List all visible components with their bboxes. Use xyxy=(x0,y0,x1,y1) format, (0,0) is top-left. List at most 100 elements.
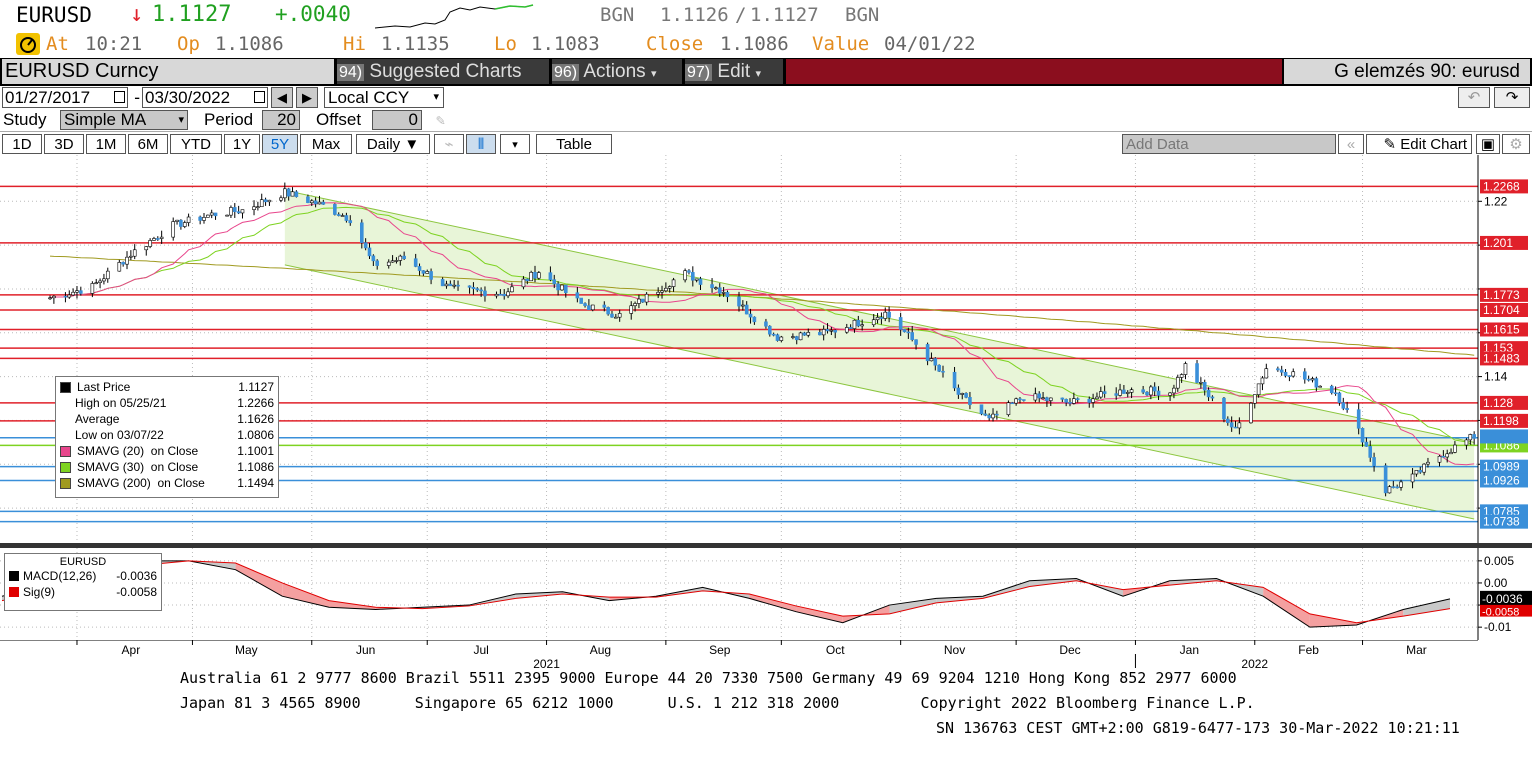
chart-title[interactable]: G elemzés 90: eurusd xyxy=(1284,59,1530,84)
security-field[interactable]: EURUSD Curncy xyxy=(2,59,334,84)
calendar-icon xyxy=(114,91,125,103)
legend-value: 1.1494 xyxy=(237,476,274,490)
low-value: 1.1083 xyxy=(531,33,600,55)
range-1m[interactable]: 1M xyxy=(86,134,126,154)
last-price: 1.1127 xyxy=(152,2,232,27)
pane-divider[interactable] xyxy=(0,543,1532,548)
candle-body xyxy=(629,305,634,314)
candle-body xyxy=(887,311,891,318)
suggested-charts-menu[interactable]: 94) Suggested Charts xyxy=(337,59,549,84)
candle-body xyxy=(229,207,233,216)
candle-body xyxy=(283,188,287,199)
ticker: EURUSD xyxy=(16,3,92,27)
collapse-icon[interactable]: « xyxy=(1338,134,1364,154)
macd-legend-label: MACD(12,26) xyxy=(23,569,97,583)
macd-fill xyxy=(982,580,1030,599)
candle-body xyxy=(94,282,99,284)
chart-type-dropdown-icon[interactable]: ▾ xyxy=(500,134,530,154)
candle-body xyxy=(98,280,102,283)
add-data-field[interactable]: Add Data xyxy=(1122,134,1336,154)
candle-body xyxy=(767,325,772,335)
prev-period-button[interactable]: ◀ xyxy=(271,87,293,108)
macd-line xyxy=(1,560,1451,628)
candle-body xyxy=(429,271,433,280)
gear-icon[interactable]: ⚙ xyxy=(1502,134,1530,154)
candle-body xyxy=(1091,398,1095,403)
candle-body xyxy=(225,214,229,217)
redo-button[interactable]: ↷ xyxy=(1494,87,1530,108)
range-1y[interactable]: 1Y xyxy=(224,134,260,154)
line-chart-icon[interactable]: ⌁ xyxy=(434,134,464,154)
table-button[interactable]: Table xyxy=(536,134,612,154)
candle-body xyxy=(294,191,299,198)
candle-body xyxy=(883,311,888,319)
candle-body xyxy=(1099,391,1103,398)
bid-price: 1.1126 xyxy=(660,4,729,26)
candle-body xyxy=(683,270,687,281)
frequency-select[interactable]: Daily ▼ xyxy=(356,134,430,154)
currency-select[interactable]: Local CCY ▾ xyxy=(324,87,444,108)
level-tag-label: 1.2268 xyxy=(1483,179,1520,193)
actions-menu[interactable]: 96) Actions ▾ xyxy=(552,59,682,84)
value-date: 04/01/22 xyxy=(884,33,976,55)
legend-swatch xyxy=(60,399,69,408)
candle-body xyxy=(1152,386,1157,392)
pen-icon[interactable]: ✎ xyxy=(436,111,446,129)
candle-body xyxy=(1387,486,1392,494)
candle-body xyxy=(1168,392,1172,396)
candle-body xyxy=(290,191,295,197)
candle-body xyxy=(1018,398,1022,401)
start-date-field[interactable]: 01/27/2017 xyxy=(2,87,128,108)
macd-legend-swatch xyxy=(9,571,19,581)
candle-body xyxy=(829,329,834,332)
edit-number: 97) xyxy=(685,64,713,81)
undo-button[interactable]: ↶ xyxy=(1458,87,1490,108)
range-5y[interactable]: 5Y xyxy=(262,134,298,154)
next-period-button[interactable]: ▶ xyxy=(296,87,318,108)
macd-fill xyxy=(796,605,843,623)
edit-menu[interactable]: 97) Edit ▾ xyxy=(685,59,783,84)
range-max[interactable]: Max xyxy=(300,134,352,154)
candle-body xyxy=(1414,470,1419,475)
chart-settings-icon[interactable]: ▣ xyxy=(1476,134,1500,154)
candle-body xyxy=(286,188,291,197)
candle-body xyxy=(152,238,156,241)
candle-body xyxy=(1364,441,1369,447)
legend-value: 1.1086 xyxy=(237,460,274,474)
range-3d[interactable]: 3D xyxy=(44,134,84,154)
candle-body xyxy=(1249,402,1253,424)
period-field[interactable]: 20 xyxy=(262,110,300,130)
range-ytd[interactable]: YTD xyxy=(170,134,222,154)
candle-body xyxy=(991,413,995,419)
footer: Australia 61 2 9777 8600 Brazil 5511 239… xyxy=(0,668,1532,758)
candle-body xyxy=(456,284,460,287)
candle-body xyxy=(263,199,268,203)
candle-body xyxy=(71,291,75,296)
candle-body xyxy=(956,387,961,395)
candle-body xyxy=(1141,389,1145,393)
study-select[interactable]: Simple MA ▾ xyxy=(60,110,188,130)
candle-body xyxy=(1229,422,1234,428)
legend-label: SMAVG (200) on Close xyxy=(77,476,205,490)
edit-chart-button[interactable]: ✎ Edit Chart xyxy=(1366,134,1472,154)
level-tag-label: 1.1615 xyxy=(1483,322,1520,336)
legend-label: High on 05/25/21 xyxy=(75,396,167,410)
macd-tag xyxy=(1480,590,1532,605)
level-tag xyxy=(1480,514,1528,529)
candle-body xyxy=(898,317,903,330)
candle-body xyxy=(575,292,580,299)
candle-chart-icon[interactable]: ⫴ xyxy=(466,134,496,154)
legend-row: SMAVG (200) on Close 1.1494 xyxy=(60,475,274,491)
end-date-field[interactable]: 03/30/2022 xyxy=(142,87,268,108)
candle-body xyxy=(1399,481,1403,488)
start-date: 01/27/2017 xyxy=(5,88,91,107)
candle-body xyxy=(240,209,245,214)
range-1d[interactable]: 1D xyxy=(2,134,42,154)
range-6m[interactable]: 6M xyxy=(128,134,168,154)
macd-fill xyxy=(282,582,329,608)
candle-body xyxy=(321,201,326,205)
candle-body xyxy=(506,291,510,297)
offset-field[interactable]: 0 xyxy=(372,110,422,130)
candle-body xyxy=(1464,439,1469,446)
